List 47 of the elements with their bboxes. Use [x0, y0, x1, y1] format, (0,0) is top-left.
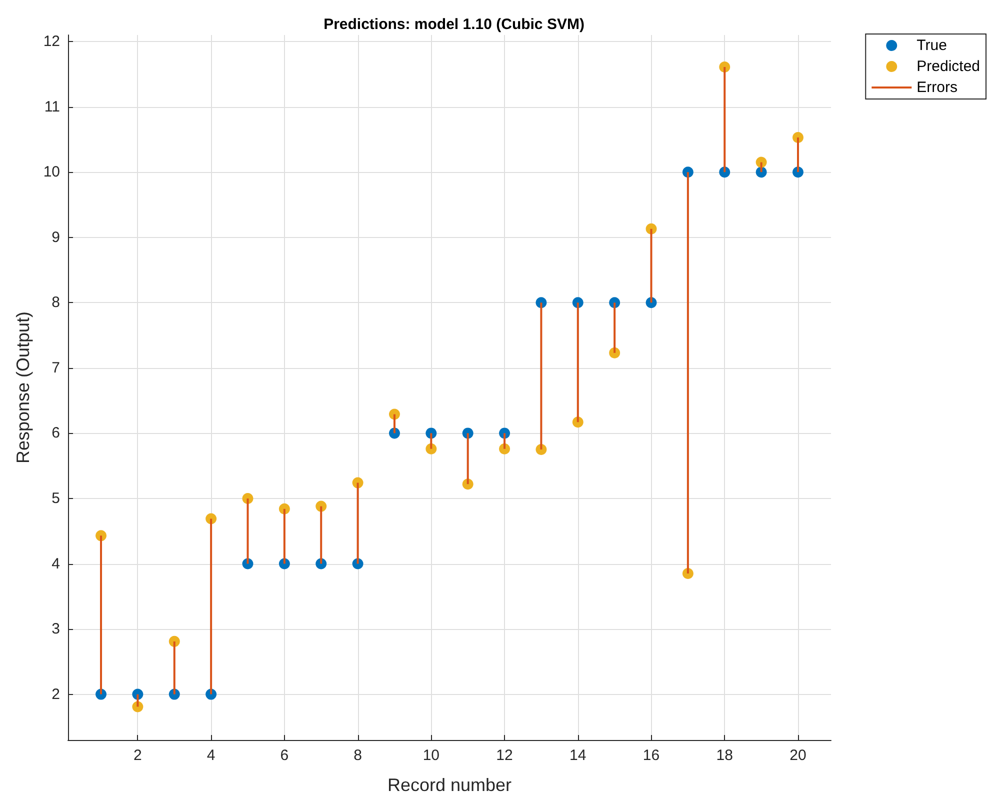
x-tick-label: 4 — [206, 747, 216, 764]
bar — [136, 694, 139, 707]
x-tick-label: 2 — [134, 747, 142, 764]
bar — [356, 482, 359, 564]
bar — [760, 162, 762, 172]
bar — [210, 518, 212, 694]
bar — [100, 536, 102, 694]
chart-title: Predictions: model 1.10 (Cubic SVM) — [324, 16, 584, 33]
bar — [650, 228, 652, 303]
bar — [430, 433, 432, 449]
bar — [393, 414, 396, 434]
x-tick-label: 20 — [790, 747, 806, 764]
y-tick-label: 4 — [52, 555, 60, 572]
bar — [686, 172, 689, 574]
y-tick-label: 8 — [52, 294, 60, 312]
y-tick-label: 5 — [52, 490, 60, 507]
legend-label: Errors — [916, 79, 958, 96]
x-tick-label: 18 — [716, 747, 733, 764]
x-tick-label: 14 — [570, 747, 586, 764]
y-tick-label: 9 — [52, 228, 60, 246]
x-tick-label: 8 — [354, 747, 362, 764]
bar — [540, 302, 542, 450]
bar — [614, 302, 616, 353]
x-tick-label: 16 — [642, 747, 660, 764]
y-tick-label: 3 — [52, 620, 60, 638]
x-tick-label: 6 — [280, 747, 289, 764]
bar — [576, 302, 579, 422]
x-axis-title: Record number — [387, 775, 512, 795]
bar — [283, 508, 286, 564]
x-tick-label: 10 — [422, 747, 440, 764]
y-tick-label: 7 — [52, 359, 60, 376]
x-tick-label: 12 — [496, 747, 513, 764]
legend-label: True — [916, 37, 947, 54]
y-tick-label: 6 — [52, 424, 60, 442]
y-tick-label: 11 — [44, 98, 60, 116]
legend-label: Predicted — [916, 58, 980, 75]
bar — [724, 66, 726, 172]
y-axis-title: Response (Output) — [13, 311, 33, 464]
bar — [796, 137, 799, 172]
bar — [466, 433, 469, 484]
bar — [173, 641, 176, 694]
bar — [320, 506, 322, 564]
y-tick-label: 2 — [52, 686, 60, 703]
y-tick-label: 12 — [43, 33, 60, 50]
bar — [246, 498, 249, 564]
bar — [504, 433, 506, 449]
y-tick-label: 10 — [43, 164, 60, 181]
